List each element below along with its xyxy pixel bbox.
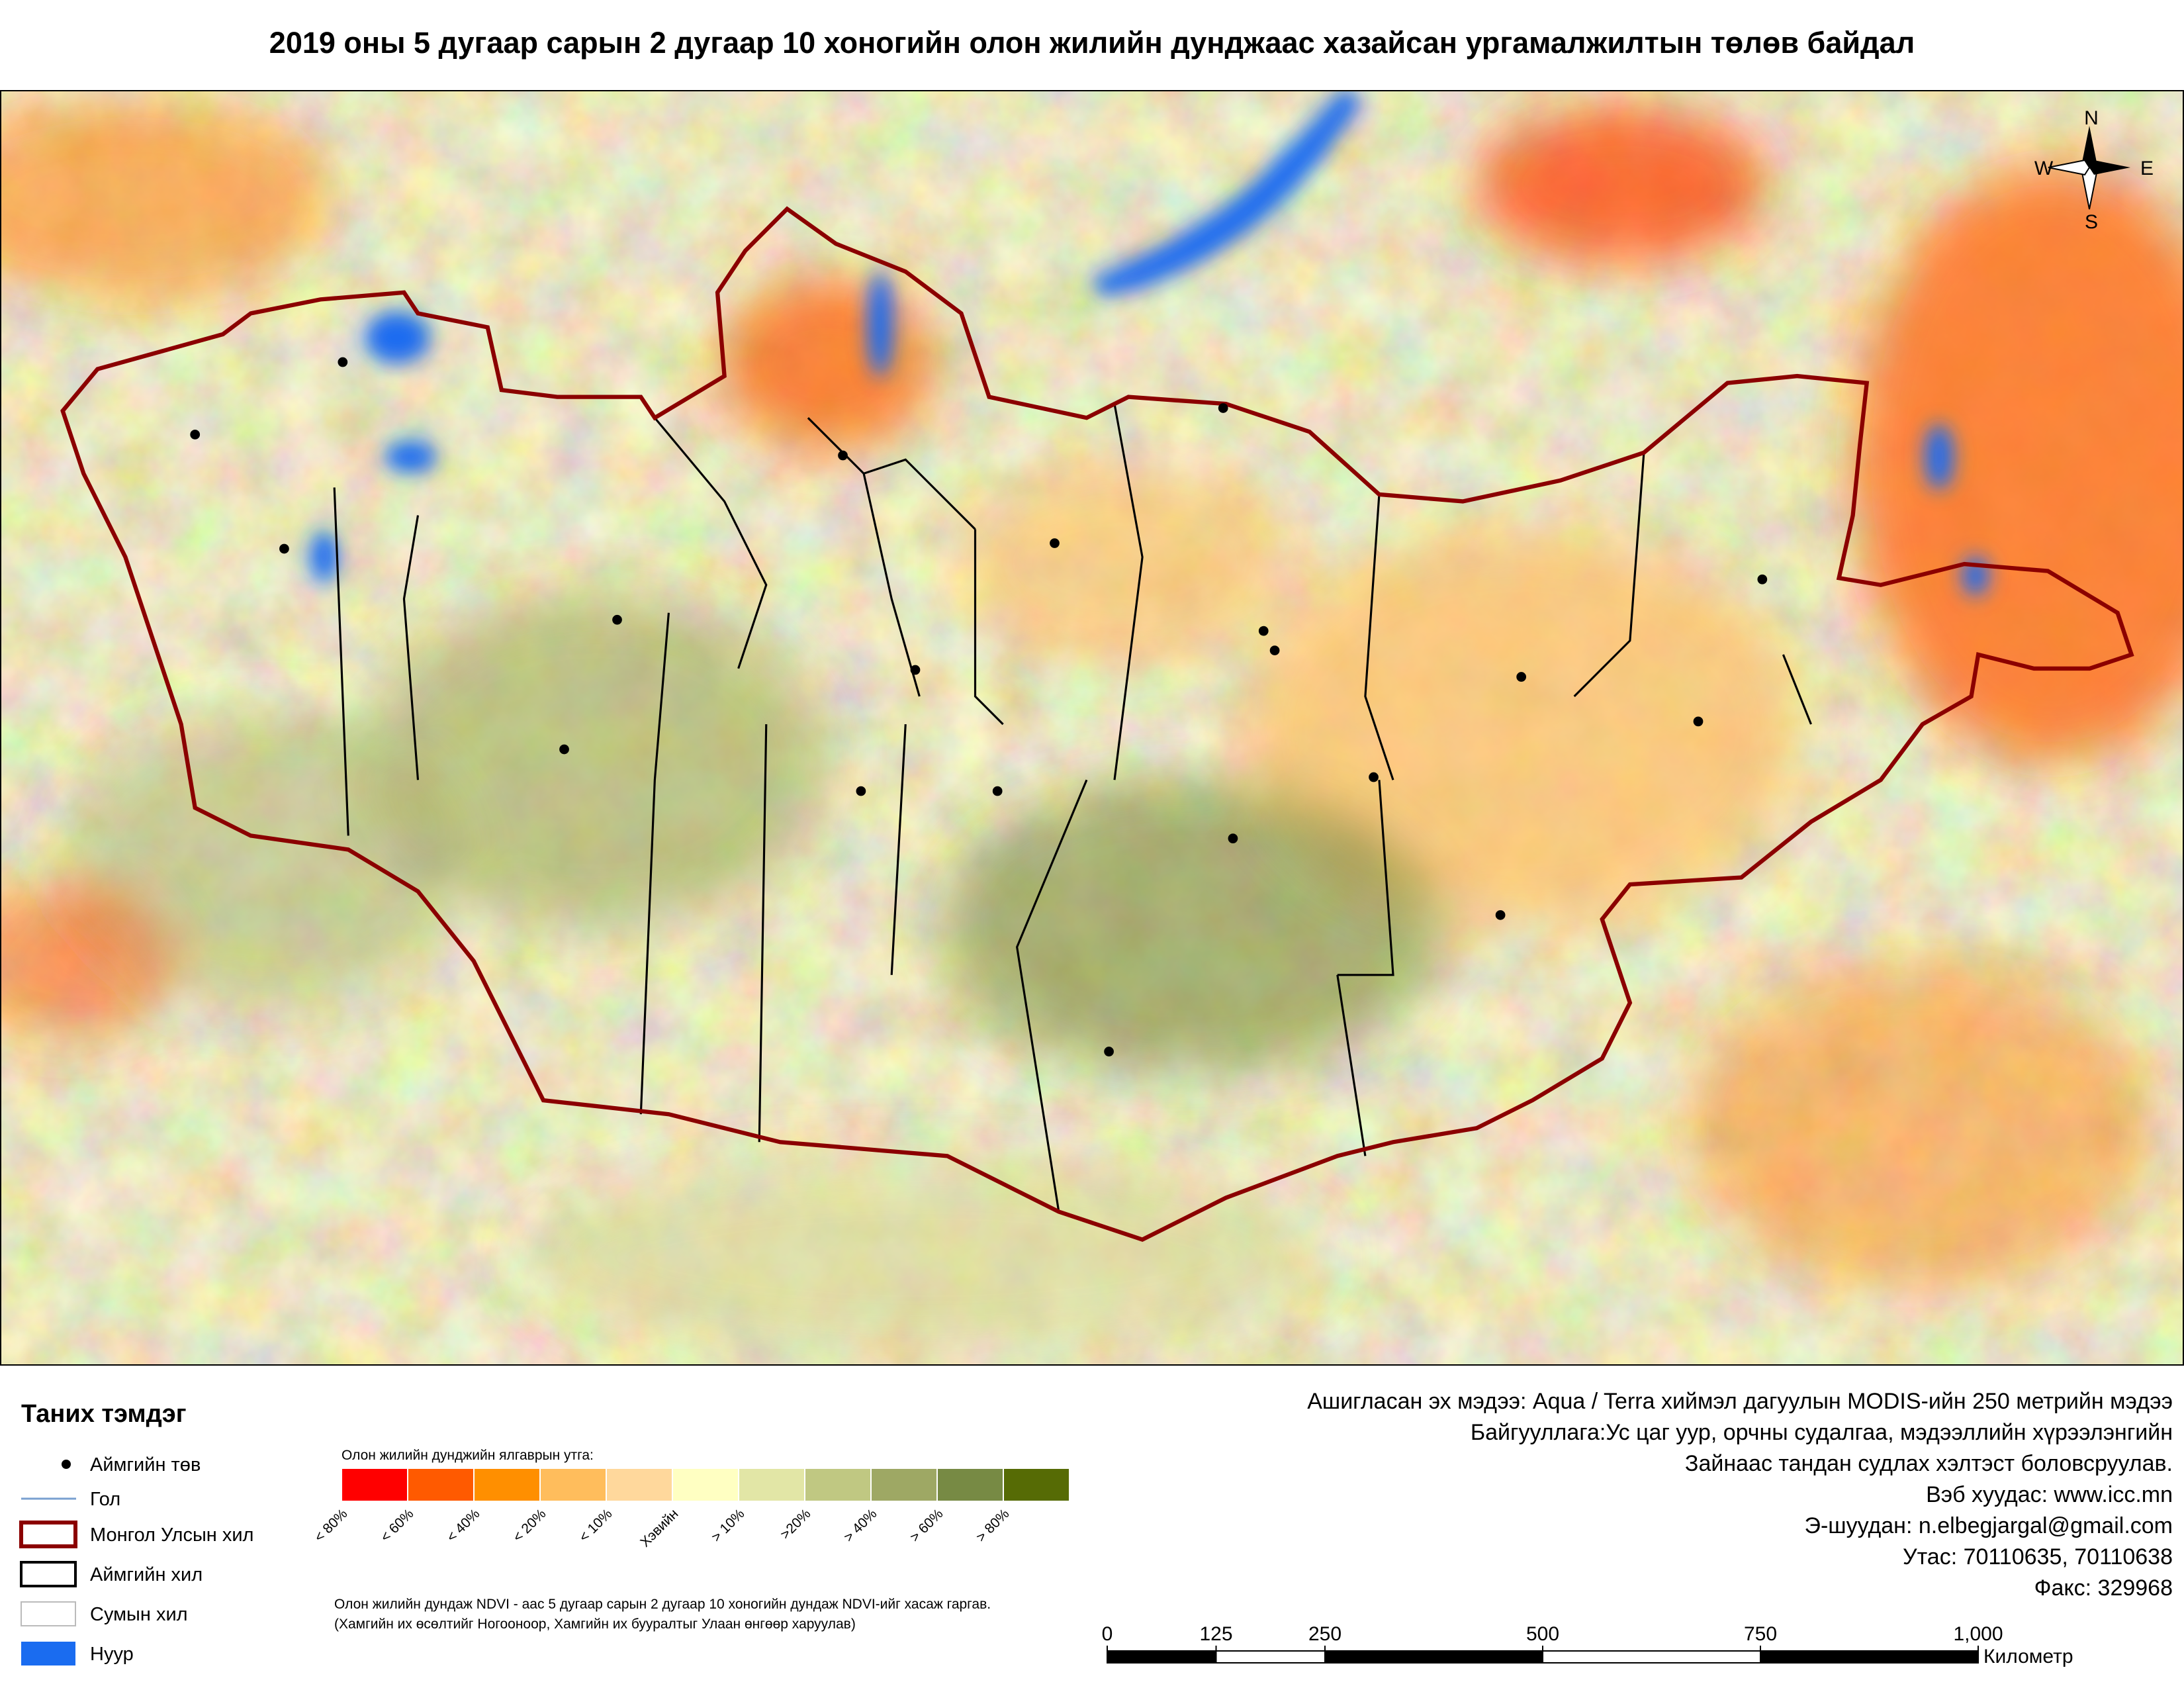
boundaries (60, 206, 2134, 1242)
color-class-label: > 80% (974, 1506, 1013, 1545)
scale-title: Олон жилийн дунджийн ялгаврын утга: (341, 1448, 594, 1463)
note-line: (Хамгийн их өсөлтийг Ногооноор, Хамгийн … (334, 1617, 856, 1632)
credit-line: Э-шуудан: n.elbegjargal@gmail.com (1805, 1513, 2173, 1538)
legend-label: Нуур (90, 1644, 134, 1665)
credit-line: Факс: 329968 (2034, 1575, 2173, 1601)
lakes (310, 91, 1989, 596)
compass-e: E (2140, 158, 2154, 179)
color-class (804, 1468, 872, 1502)
legend-symbols (19, 1460, 77, 1665)
color-class-label: < 60% (378, 1506, 417, 1545)
scale-segment (1107, 1650, 1217, 1664)
color-class (341, 1468, 408, 1502)
color-class (606, 1468, 673, 1502)
compass-n: N (2084, 107, 2099, 129)
legend-labels: Аймгийн төв Гол Монгол Улсын хил Аймгийн хи… (90, 1454, 253, 1665)
compass: N S E W (2034, 107, 2154, 233)
note-line: Олон жилийн дундаж NDVI - аас 5 дугаар с… (334, 1597, 991, 1612)
legend-label: Монгол Улсын хил (90, 1524, 253, 1546)
color-class-label: Хэвийн (637, 1506, 681, 1550)
color-class-label: > 40% (841, 1506, 880, 1545)
legend-title: Таних тэмдэг (21, 1400, 187, 1428)
scale-segment (1324, 1650, 1543, 1664)
compass-s: S (2085, 211, 2098, 233)
credit-line: Байгууллага:Ус цаг уур, орчны судалгаа, … (1471, 1420, 2173, 1445)
color-class (407, 1468, 475, 1502)
map-frame: N S E W (0, 91, 2184, 1365)
scale-label: 1,000 (1953, 1623, 2003, 1645)
compass-w: W (2034, 158, 2054, 179)
color-class-label: >20% (778, 1506, 814, 1542)
color-class (1003, 1468, 1070, 1502)
color-class (473, 1468, 541, 1502)
scale-label: 250 (1308, 1623, 1342, 1645)
legend-label: Аймгийн төв (90, 1454, 201, 1476)
color-class (539, 1468, 607, 1502)
aimag-centers (190, 357, 1768, 1056)
credit-line: Утас: 70110635, 70110638 (1903, 1544, 2173, 1570)
scale-segment (1542, 1650, 1761, 1664)
color-class-label: > 10% (709, 1506, 748, 1545)
color-scale: < 80% < 60% < 40% < 20% < 10% Хэвийн > 10% >20%… (312, 1468, 1070, 1550)
scale-label: 125 (1199, 1623, 1232, 1645)
map-title: 2019 оны 5 дугаар сарын 2 дугаар 10 хоно… (269, 26, 1915, 60)
scale-label: 500 (1526, 1623, 1559, 1645)
credits: Ашигласан эх мэдээ: Aqua / Terra хиймэл … (1307, 1389, 2173, 1601)
color-class-label: < 20% (510, 1506, 549, 1545)
credit-line: Вэб хуудас: www.icc.mn (1926, 1482, 2173, 1507)
scale-label: 750 (1744, 1623, 1777, 1645)
color-class (870, 1468, 938, 1502)
credit-line: Ашигласан эх мэдээ: Aqua / Terra хиймэл … (1307, 1389, 2173, 1414)
color-class-label: > 60% (907, 1506, 946, 1545)
legend-label: Гол (90, 1489, 120, 1510)
color-class (936, 1468, 1004, 1502)
credit-line: Зайнаас тандан судлах хэлтэст боловсруул… (1685, 1451, 2173, 1476)
color-class (672, 1468, 739, 1502)
map-border (0, 90, 2184, 1366)
scale-label: 0 (1102, 1623, 1113, 1645)
color-class-label: < 80% (312, 1506, 351, 1545)
color-class (738, 1468, 805, 1502)
scale-unit: Километр (1983, 1646, 2073, 1667)
scale-segment (1215, 1650, 1326, 1664)
color-class-label: < 10% (576, 1506, 615, 1545)
legend-label: Аймгийн хил (90, 1564, 203, 1585)
scale-segment (1760, 1650, 1979, 1664)
legend-label: Сумын хил (90, 1604, 188, 1625)
color-class-label: < 40% (444, 1506, 483, 1545)
